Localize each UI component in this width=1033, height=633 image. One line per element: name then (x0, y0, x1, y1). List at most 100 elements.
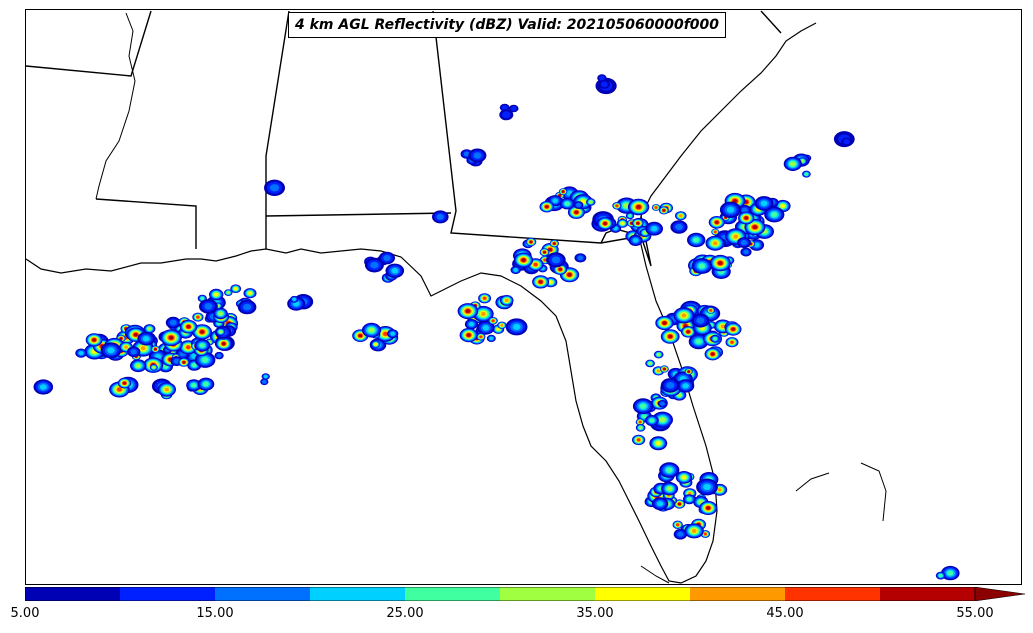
echo-cell (221, 342, 226, 346)
echo-cell (465, 309, 470, 313)
echo-cell (383, 255, 391, 261)
colorbar-segment (785, 587, 881, 601)
echo-cell (226, 291, 230, 295)
colorbar-segment (310, 587, 406, 601)
echo-cell (638, 420, 642, 424)
echo-cell (643, 231, 647, 235)
echo-cell (632, 238, 639, 243)
echo-cell (843, 139, 850, 145)
echo-cell (733, 234, 739, 239)
echo-cell (726, 206, 735, 213)
echo-cell (482, 325, 489, 331)
echo-cell (740, 239, 748, 246)
echo-cell (262, 379, 267, 384)
echo-cell (374, 342, 378, 346)
echo-cell (529, 240, 533, 244)
echo-cell (513, 268, 518, 272)
echo-cell (502, 111, 511, 119)
echo-cell (269, 184, 280, 192)
echo-cell (119, 337, 123, 340)
colorbar-segment (595, 587, 691, 601)
echo-cell (551, 256, 561, 264)
echo-cell (800, 159, 805, 163)
echo-cell (682, 383, 689, 389)
echo-cell (677, 502, 682, 506)
echo-cell (292, 297, 297, 301)
state-boundaries (26, 10, 782, 267)
echo-cell (720, 324, 725, 329)
echo-cell (202, 357, 209, 363)
echo-cell (200, 330, 205, 334)
echo-cell (666, 382, 675, 389)
echo-cell (154, 347, 157, 351)
echo-cell (191, 363, 197, 368)
echo-cell (107, 347, 115, 354)
echo-cell (468, 322, 475, 327)
echo-cell (117, 387, 122, 392)
echo-cell (543, 258, 547, 262)
echo-cell (753, 242, 760, 248)
echo-cell (712, 241, 718, 246)
echo-cell (718, 261, 723, 265)
echo-cell (543, 250, 546, 254)
echo-cell (538, 280, 543, 284)
echo-cell (638, 426, 643, 430)
coastline-mississippi-delta (95, 12, 136, 200)
echo-cell (39, 384, 47, 390)
echo-cell (186, 345, 191, 350)
echo-cell (760, 200, 768, 207)
echo-cell (947, 570, 954, 576)
echo-cell (152, 366, 156, 369)
colorbar (25, 587, 1025, 601)
echo-cell (214, 292, 219, 297)
echo-cell (500, 323, 504, 327)
echo-cell (92, 338, 96, 342)
echo-cell (677, 531, 684, 537)
echo-cell (545, 205, 549, 209)
echo-cell (679, 214, 683, 218)
echo-cell (140, 346, 146, 351)
map-canvas[interactable] (26, 10, 1021, 584)
echo-cell (651, 226, 658, 232)
echo-cell (589, 200, 593, 204)
echo-cell (370, 261, 379, 269)
echo-cell (480, 311, 486, 316)
echo-cell (390, 331, 396, 336)
echo-cell (676, 523, 680, 527)
echo-cell (656, 369, 661, 373)
echo-cell (656, 441, 661, 446)
echo-cell (466, 333, 471, 337)
reflectivity-echoes (33, 74, 960, 581)
echo-cell (695, 339, 702, 344)
echo-cell (548, 280, 553, 284)
echo-cell (147, 327, 152, 331)
echo-cell (667, 486, 673, 491)
coastline-keys (640, 462, 887, 584)
colorbar-segment (880, 587, 976, 601)
colorbar-segment (405, 587, 501, 601)
echo-cell (640, 403, 647, 409)
echo-cell (368, 328, 375, 333)
echo-cell (489, 336, 494, 341)
echo-cell (203, 381, 209, 387)
echo-cell (186, 325, 191, 329)
echo-cell (681, 313, 687, 318)
echo-cell (713, 337, 717, 341)
echo-cell (660, 401, 665, 406)
echo-cell (706, 506, 711, 510)
echo-cell (564, 201, 570, 206)
echo-cell (234, 287, 238, 291)
echo-cell (561, 190, 565, 193)
echo-cell (657, 353, 661, 357)
echo-cell (713, 230, 717, 234)
echo-cell (615, 204, 619, 208)
echo-cell (548, 248, 552, 252)
colorbar-tick-label: 35.00 (576, 606, 614, 621)
echo-cell (693, 237, 700, 243)
echo-cell (752, 225, 758, 229)
echo-cell (124, 345, 128, 349)
echo-cell (731, 327, 736, 331)
echo-cell (504, 298, 509, 302)
echo-cell (687, 497, 692, 502)
map-frame (25, 9, 1022, 585)
